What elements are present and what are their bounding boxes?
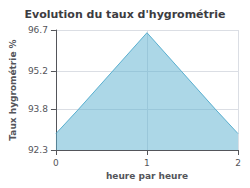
svg-text:95.2: 95.2 [28,66,48,76]
svg-text:heure par heure: heure par heure [106,171,188,181]
svg-text:Taux hygrométrie %: Taux hygrométrie % [8,39,18,140]
svg-text:0: 0 [53,158,59,168]
svg-text:93.8: 93.8 [28,104,48,114]
svg-text:Evolution du taux d'hygrométri: Evolution du taux d'hygrométrie [25,8,226,21]
svg-text:1: 1 [144,158,150,168]
svg-text:92.3: 92.3 [28,145,48,155]
svg-text:2: 2 [235,158,241,168]
svg-text:96.7: 96.7 [28,25,48,35]
